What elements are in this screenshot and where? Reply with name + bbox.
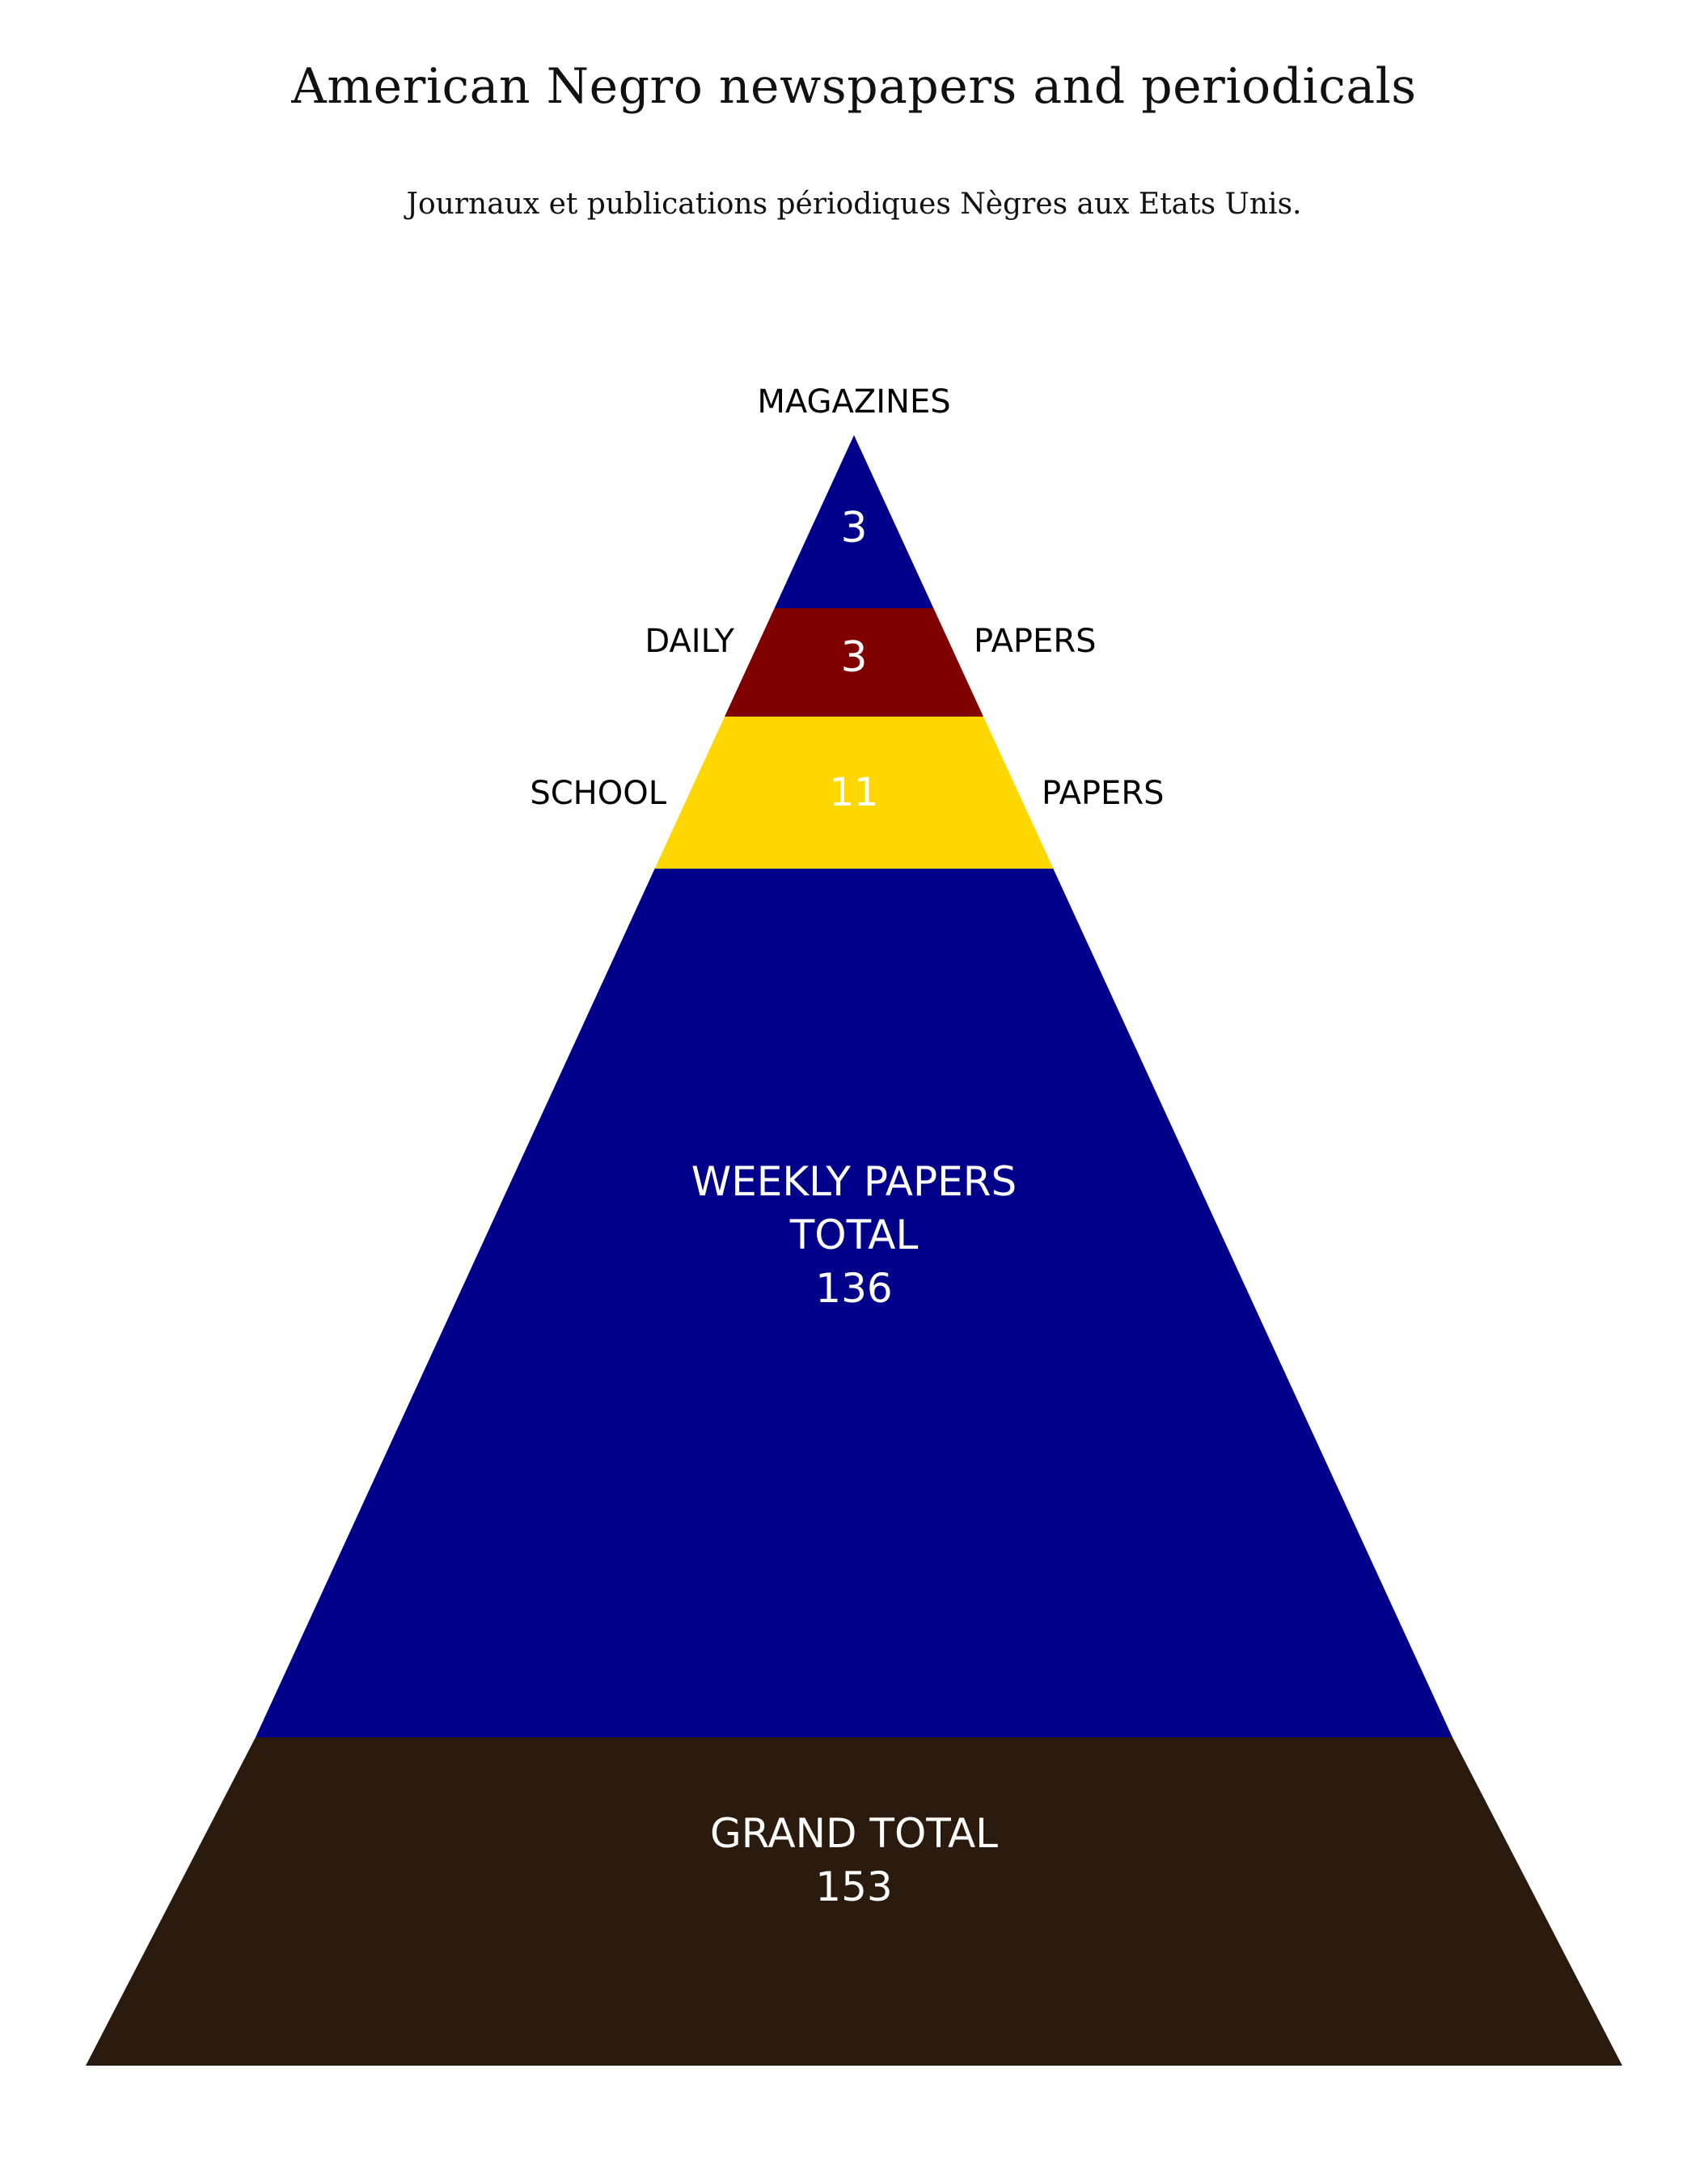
tier-grand-total (86, 1737, 1622, 2066)
chart-subtitle: Journaux et publications périodiques Nèg… (406, 188, 1302, 221)
tier-school-papers (654, 717, 1054, 869)
weekly-papers-label: WEEKLY PAPERS (691, 1158, 1017, 1205)
value-daily-papers: 3 (840, 633, 867, 682)
value-school-papers: 11 (829, 770, 878, 815)
tier-magazines (774, 435, 934, 608)
chart-title: American Negro newspapers and periodical… (291, 58, 1417, 115)
grand-total-value: 153 (815, 1863, 892, 1910)
value-magazines: 3 (840, 504, 867, 552)
label-school-papers: PAPERS (1042, 775, 1165, 812)
tier-daily-papers (725, 608, 983, 717)
label-magazines: MAGAZINES (757, 383, 950, 421)
label-daily-papers: PAPERS (974, 623, 1097, 660)
weekly-total-value: 136 (815, 1265, 892, 1312)
label-daily: DAILY (645, 623, 734, 660)
label-school: SCHOOL (530, 775, 666, 812)
weekly-total-label: TOTAL (789, 1212, 919, 1258)
tier-weekly-papers (256, 869, 1452, 1737)
grand-total-label: GRAND TOTAL (710, 1810, 998, 1857)
